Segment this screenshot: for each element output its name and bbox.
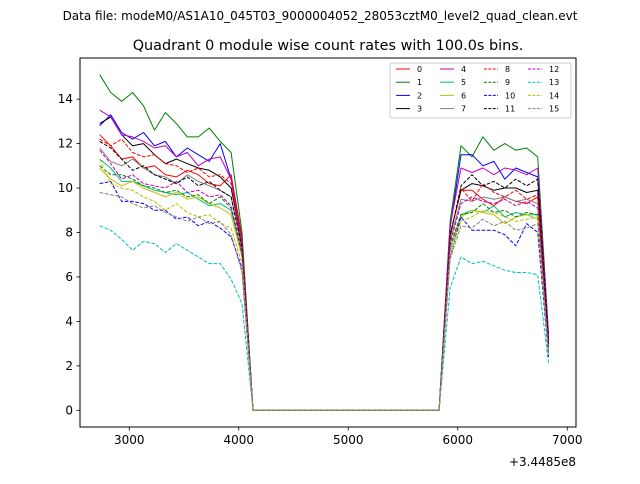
legend-label-4: 4 <box>461 65 466 74</box>
x-tick-label: 4000 <box>223 433 254 447</box>
x-axis-offset-label: +3.4485e8 <box>509 455 576 469</box>
y-tick-label: 14 <box>58 92 73 106</box>
legend-label-11: 11 <box>505 105 515 114</box>
legend-label-1: 1 <box>417 78 422 87</box>
x-tick-label: 6000 <box>442 433 473 447</box>
legend-label-2: 2 <box>417 91 422 100</box>
axes-background <box>80 58 576 427</box>
axes-frame <box>79 57 577 428</box>
y-tick-label: 10 <box>58 181 73 195</box>
legend-label-3: 3 <box>417 105 422 114</box>
series-line-14 <box>99 158 550 411</box>
figure-suptitle: Data file: modeM0/AS1A10_045T03_90000040… <box>63 9 578 23</box>
y-tick-label: 0 <box>65 403 73 417</box>
x-tick-label: 5000 <box>333 433 364 447</box>
legend-label-0: 0 <box>417 65 422 74</box>
legend-label-8: 8 <box>505 65 510 74</box>
legend-frame <box>389 62 572 119</box>
legend-label-13: 13 <box>549 78 559 87</box>
legend-label-6: 6 <box>461 91 466 100</box>
y-tick-label: 12 <box>58 137 73 151</box>
legend-label-7: 7 <box>461 105 466 114</box>
series-line-15 <box>99 192 550 411</box>
x-tick-label: 7000 <box>552 433 583 447</box>
y-tick-label: 4 <box>65 314 73 328</box>
legend-label-15: 15 <box>549 105 559 114</box>
y-tick-label: 8 <box>65 225 73 239</box>
legend-label-5: 5 <box>461 78 466 87</box>
y-tick-label: 2 <box>65 359 73 373</box>
y-axis: 0 2 4 6 8 10 12 14 <box>58 92 80 417</box>
x-tick-label: 3000 <box>114 433 145 447</box>
series-layer <box>99 74 550 411</box>
y-tick-label: 6 <box>65 270 73 284</box>
legend-label-10: 10 <box>505 91 515 100</box>
legend-label-12: 12 <box>549 65 559 74</box>
legend-label-9: 9 <box>505 78 510 87</box>
chart-title: Quadrant 0 module wise count rates with … <box>133 38 524 54</box>
series-line-8 <box>99 138 550 411</box>
x-axis: 3000 4000 5000 6000 7000 <box>114 427 583 447</box>
legend-label-14: 14 <box>549 91 559 100</box>
